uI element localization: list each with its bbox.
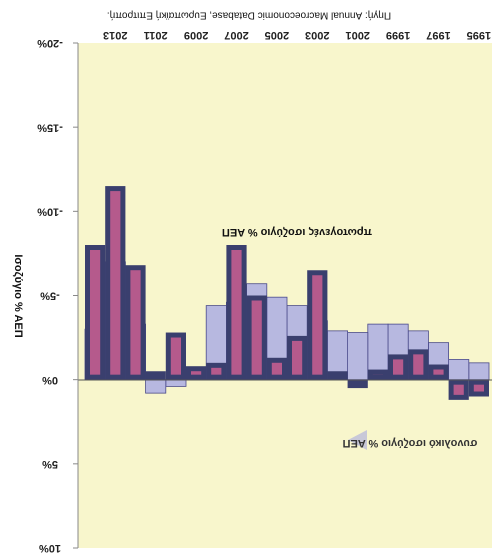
- y-tick-label: -5%: [40, 290, 60, 302]
- total-bar-2001: [347, 332, 369, 381]
- primary-bar-2000: [367, 369, 388, 380]
- x-tick-label: 2005: [265, 29, 289, 41]
- x-tick-group: 2011: [144, 29, 168, 41]
- y-tick-group: -20%: [37, 37, 63, 49]
- x-tick-label: 2003: [305, 29, 329, 41]
- x-tick-group: 2007: [224, 29, 248, 41]
- primary-bar-1998: [408, 349, 429, 380]
- x-tick-group: 2013: [103, 29, 127, 41]
- primary-bar-2014: [85, 245, 106, 380]
- primary-balance-annotation: πρωτογενές ισοζύγιο % ΑΕΠ: [222, 226, 372, 238]
- y-axis-label: Ισοζύγιο % ΑΕΠ: [12, 254, 24, 337]
- y-tick-label: -10%: [37, 205, 63, 217]
- y-tick-label: -15%: [37, 121, 63, 133]
- total-balance-annotation: συνολικό ισοζύγιο % ΑΕΠ: [343, 437, 478, 449]
- primary-bar-2002: [327, 371, 348, 380]
- primary-bar-1996: [448, 379, 469, 400]
- primary-bar-2006: [246, 295, 267, 380]
- y-tick-label: -20%: [37, 37, 63, 49]
- y-tick-label: 5%: [42, 458, 58, 470]
- primary-bar-2010: [165, 332, 187, 380]
- x-tick-label: 2007: [224, 29, 248, 41]
- y-tick-label: 0%: [42, 374, 58, 386]
- total-bar-1996: [448, 359, 470, 381]
- total-bar-2011: [145, 379, 167, 394]
- total-balance-callout: συνολικό ισοζύγιο % ΑΕΠ: [343, 430, 478, 450]
- primary-balance-series: [85, 186, 489, 400]
- plot-background: [78, 43, 492, 548]
- y-axis-ticks: -20% -15% -10% -5% 0% 5% 10%: [37, 37, 78, 554]
- x-tick-label: 1997: [426, 29, 450, 41]
- y-tick-group: 10%: [39, 542, 61, 554]
- primary-bar-2003: [307, 270, 328, 380]
- y-tick-group: 5%: [42, 458, 58, 470]
- total-bar-2010: [165, 379, 187, 387]
- x-tick-group: 2009: [184, 29, 208, 41]
- y-tick-group: -5%: [40, 290, 60, 302]
- total-bar-1995: [468, 362, 490, 381]
- primary-bar-2008: [206, 362, 227, 380]
- primary-bar-2005: [266, 357, 287, 380]
- x-tick-label: 1999: [386, 29, 410, 41]
- y-tick-group: 0%: [42, 374, 58, 386]
- y-tick-group: -10%: [37, 205, 63, 217]
- primary-bar-1999: [388, 354, 409, 380]
- x-tick-group: 1999: [386, 29, 410, 41]
- x-tick-label: 1995: [467, 29, 491, 41]
- primary-bar-2013: [105, 186, 126, 380]
- y-tick-group: -15%: [37, 121, 63, 133]
- x-tick-group: 2003: [305, 29, 329, 41]
- primary-bar-1995: [468, 379, 489, 397]
- primary-bar-2007: [226, 245, 247, 380]
- x-tick-label: 2011: [144, 29, 168, 41]
- primary-bar-2004: [287, 335, 308, 380]
- x-tick-group: 2001: [345, 29, 369, 41]
- x-tick-label: 2013: [103, 29, 127, 41]
- x-tick-group: 2005: [265, 29, 289, 41]
- x-tick-label: 2001: [345, 29, 369, 41]
- x-axis-ticks: 1995 1997 1999 2001 2003 2005 2007 2009 2011 2013: [103, 29, 491, 41]
- y-tick-label: 10%: [39, 542, 61, 554]
- x-tick-group: 1995: [467, 29, 491, 41]
- primary-bar-2011: [145, 371, 166, 380]
- primary-bar-2009: [186, 366, 207, 380]
- x-tick-label: 2009: [184, 29, 208, 41]
- x-tick-group: 1997: [426, 29, 450, 41]
- primary-bar-2001: [347, 379, 368, 389]
- callout-arrow-icon: [348, 430, 367, 450]
- primary-bar-1997: [428, 364, 449, 380]
- primary-bar-2012: [125, 265, 146, 380]
- source-note: Πηγή: Annual Macroeconomic Database, Ευρ…: [107, 9, 391, 21]
